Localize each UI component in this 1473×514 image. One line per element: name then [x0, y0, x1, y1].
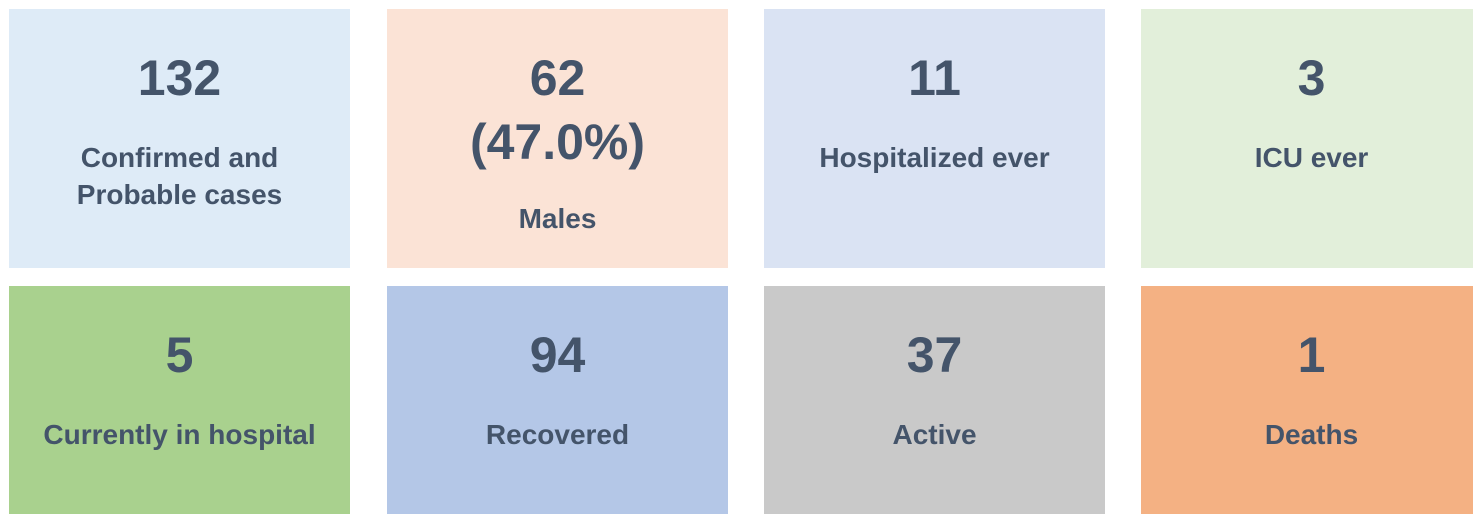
stat-value: 5	[165, 327, 194, 383]
stat-label: Recovered	[485, 419, 630, 450]
stat-tile: 5 Currently in hospital	[9, 286, 350, 514]
stat-label: Confirmed and Probable cases	[76, 142, 283, 210]
stat-value: 37	[906, 327, 963, 383]
stat-value: 132	[137, 50, 222, 106]
stat-tile: 94 Recovered	[387, 286, 728, 514]
stat-label: ICU ever	[1254, 142, 1369, 173]
stat-tile: 62 (47.0%) Males	[387, 9, 728, 268]
stat-tile: 1 Deaths	[1141, 286, 1473, 514]
stat-percent: (47.0%)	[469, 114, 646, 170]
stat-label: Males	[518, 203, 597, 234]
stat-label: Deaths	[1264, 419, 1359, 450]
stat-label: Hospitalized ever	[819, 142, 1050, 173]
stat-label: Currently in hospital	[43, 419, 316, 450]
stat-tile: 3 ICU ever	[1141, 9, 1473, 268]
stat-value: 1	[1297, 327, 1326, 383]
stat-tile: 132 Confirmed and Probable cases	[9, 9, 350, 268]
stat-tile: 11 Hospitalized ever	[764, 9, 1105, 268]
stat-value: 94	[529, 327, 586, 383]
stat-value: 3	[1297, 50, 1326, 106]
stat-value: 62	[529, 50, 586, 106]
stat-value: 11	[908, 50, 961, 106]
stat-tile: 37 Active	[764, 286, 1105, 514]
stat-label: Active	[892, 419, 977, 450]
